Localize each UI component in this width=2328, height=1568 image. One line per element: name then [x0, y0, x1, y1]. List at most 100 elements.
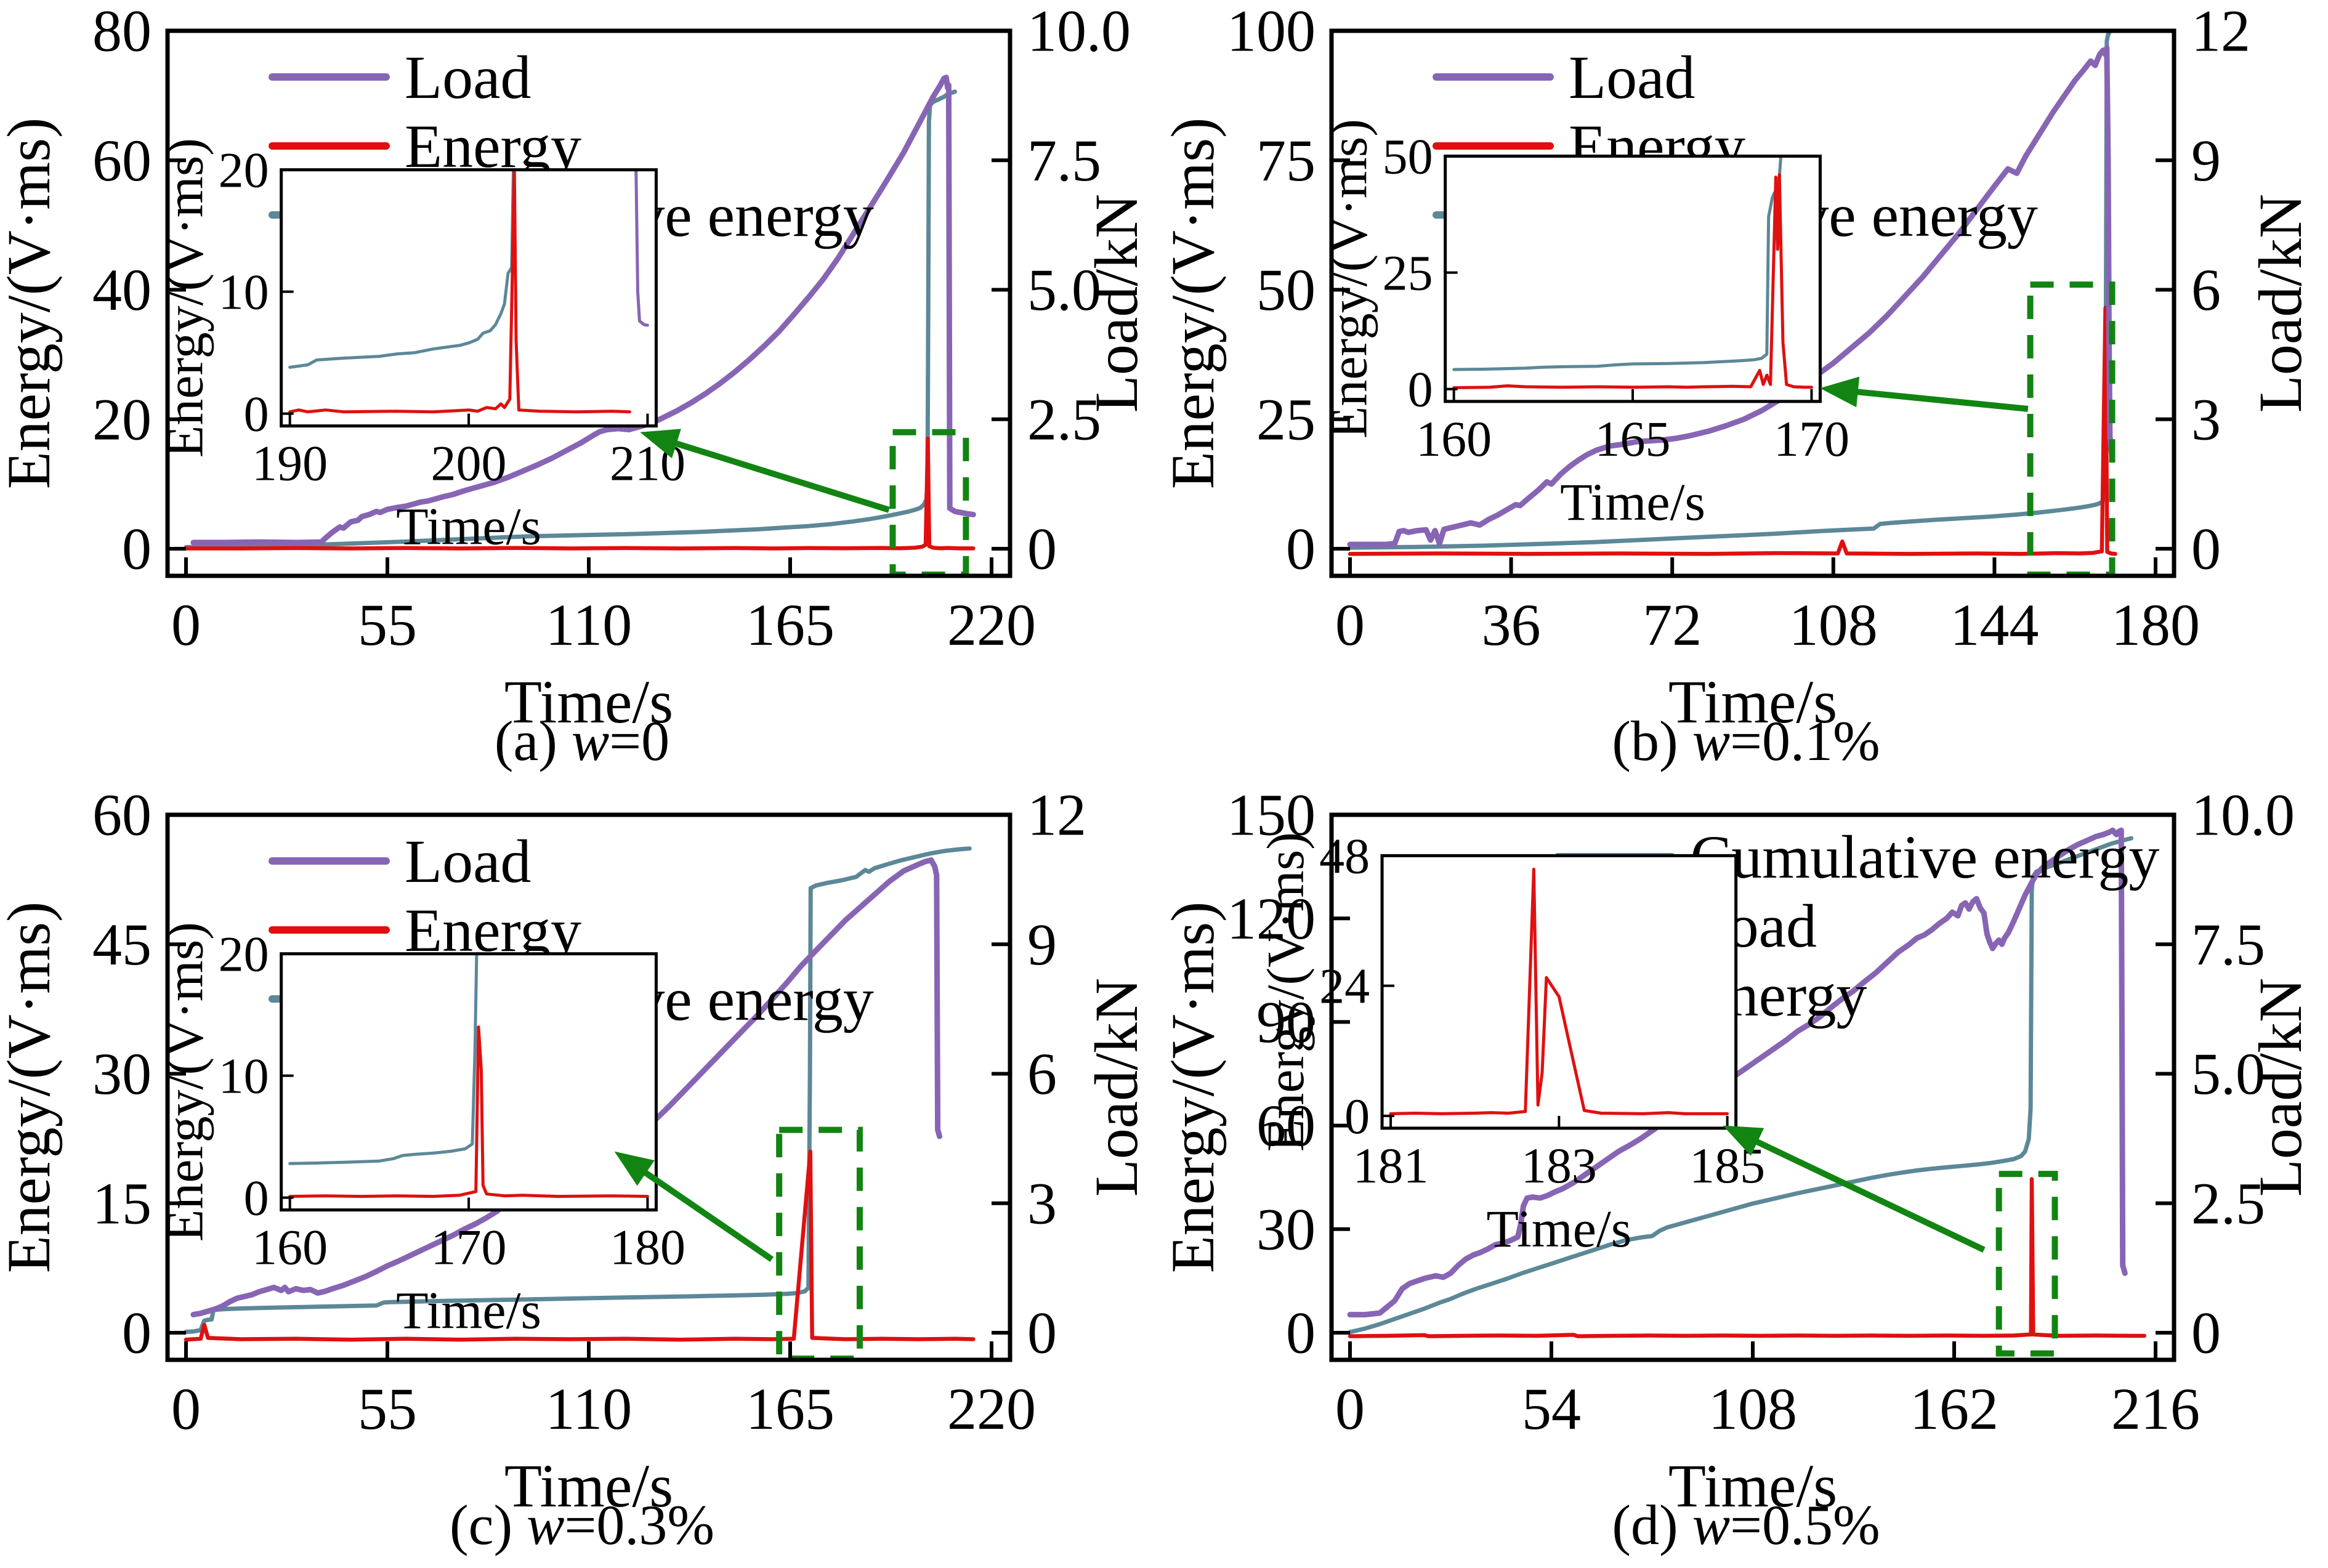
energy-line — [1348, 305, 2117, 556]
y-left-tick-label: 30 — [1256, 1196, 1316, 1262]
x-tick-label: 108 — [1789, 592, 1878, 658]
y-left-tick-label: 30 — [92, 1041, 152, 1107]
inset-y-tick-label: 20 — [219, 926, 269, 982]
x-tick-label: 36 — [1482, 592, 1541, 658]
x-tick-label: 162 — [1910, 1376, 1999, 1442]
chart-canvas-d: 0 54 108 162 216 0 30 60 90 120 150 0 2.5 5.0 7.5 10.0 T… — [1164, 784, 2314, 1556]
inset-y-tick-label: 0 — [1408, 362, 1433, 418]
y-axis-title-left: Energy/(V·ms) — [1164, 902, 1227, 1274]
y-right-tick-label: 12 — [1027, 784, 1086, 848]
inset-series-group — [288, 169, 649, 414]
annotation-arrow-line — [629, 1160, 774, 1262]
inset-cumulative-line — [288, 169, 515, 369]
inset-x-axis-title: Time/s — [1560, 472, 1705, 531]
y-right-tick-label: 9 — [1027, 911, 1057, 977]
y-axis-title-right: Load/kN — [2246, 194, 2314, 413]
cumulative-energy-line — [1348, 836, 2134, 1335]
subplot-caption: (b) w=0.1% — [1612, 709, 1880, 772]
y-left-tick-label: 80 — [92, 0, 152, 64]
legend-label-load: Load — [405, 827, 531, 895]
inset-x-axis-title: Time/s — [396, 497, 541, 556]
x-tick-label: 72 — [1643, 592, 1702, 658]
y-axis-title-left: Energy/(V·ms) — [0, 902, 63, 1274]
inset-y-tick-label: 50 — [1383, 128, 1433, 184]
x-tick-label: 0 — [171, 592, 201, 658]
inset-background — [1382, 855, 1736, 1128]
inset-x-tick-label: 200 — [431, 435, 507, 491]
axes-group: 0 55 110 165 220 0 15 30 45 60 0 3 6 9 12 — [92, 784, 1086, 1442]
inset-y-axis-title: Energy/(V·ms) — [1319, 119, 1378, 438]
inset-y-axis-title: Energy/(V·ms) — [155, 922, 214, 1242]
annotation-arrow-head — [1820, 376, 1860, 408]
annotation-arrow-line — [1740, 1131, 1986, 1253]
y-left-tick-label: 60 — [92, 784, 152, 848]
annotation-box — [776, 1126, 863, 1362]
y-axis-title-left: Energy/(V·ms) — [1164, 118, 1227, 490]
chart-canvas-a: 0 55 110 165 220 0 20 40 60 80 0 2.5 5.0 7.5 10.0 Time/… — [0, 0, 1150, 772]
inset-energy-line — [1452, 173, 1813, 389]
inset-y-axis-title: Energy/(V·ms) — [155, 138, 214, 458]
y-right-tick-label: 3 — [1027, 1170, 1057, 1236]
inset-x-tick-label: 180 — [610, 1219, 685, 1275]
y-right-tick-label: 2.5 — [2191, 1170, 2265, 1236]
y-right-tick-label: 10.0 — [1027, 0, 1131, 64]
x-tick-label: 216 — [2111, 1376, 2200, 1442]
x-tick-label: 0 — [1335, 1376, 1365, 1442]
plot-border — [1329, 28, 2176, 578]
y-left-tick-label: 0 — [122, 516, 152, 582]
cumulative-energy-line — [184, 846, 972, 1335]
subplot-caption: (a) w=0 — [495, 709, 669, 772]
inset-x-tick-label: 190 — [252, 435, 328, 491]
x-axis-title: Time/s — [504, 668, 673, 736]
x-axis-title: Time/s — [1668, 1452, 1837, 1520]
x-tick-label: 144 — [1950, 592, 2039, 658]
axes-group: 0 54 108 162 216 0 30 60 90 120 150 0 2.5 5.0 7.5 10.0 — [1227, 784, 2295, 1442]
y-right-tick-label: 5.0 — [1027, 257, 1101, 323]
y-right-tick-label: 0 — [2191, 1300, 2221, 1366]
x-tick-label: 220 — [947, 592, 1036, 658]
subplot-caption: (d) w=0.5% — [1612, 1493, 1880, 1556]
annotation-arrow-line — [1840, 387, 2029, 412]
subplot-a: 0 55 110 165 220 0 20 40 60 80 0 2.5 5.0 7.5 10.0 Time/… — [0, 0, 1164, 784]
x-tick-label: 165 — [746, 592, 835, 658]
inset-energy-line — [1389, 867, 1729, 1115]
x-tick-label: 54 — [1522, 1376, 1581, 1442]
y-axis-title-right: Load/kN — [2246, 978, 2314, 1197]
subplot-caption: (c) w=0.3% — [450, 1493, 714, 1556]
annotation-box — [2027, 281, 2116, 578]
y-left-tick-label: 100 — [1227, 0, 1316, 64]
chart-canvas-c: 0 55 110 165 220 0 15 30 45 60 0 3 6 9 12 Time/s Energy/… — [0, 784, 1150, 1556]
y-right-tick-label: 12 — [2191, 0, 2250, 64]
inset-y-tick-label: 0 — [244, 386, 269, 442]
y-axis-title-right: Load/kN — [1082, 194, 1150, 413]
annotation-arrow-head — [640, 429, 681, 459]
legend-label-load: Load — [405, 43, 531, 111]
annotation-box — [1995, 1171, 2058, 1357]
y-left-tick-label: 0 — [122, 1300, 152, 1366]
chart-canvas-b: 0 36 72 108 144 1800255075100036912Time/sEner… — [1164, 0, 2314, 772]
y-right-tick-label: 0 — [2191, 516, 2221, 582]
y-right-tick-label: 2.5 — [1027, 386, 1101, 452]
x-tick-label: 165 — [746, 1376, 835, 1442]
inset-cumulative-line — [288, 953, 479, 1165]
y-left-tick-label: 40 — [92, 257, 152, 323]
inset-x-tick-label: 165 — [1595, 411, 1671, 467]
legend-label-load: Load — [1569, 43, 1695, 111]
inset-series-group — [1389, 867, 1729, 1115]
y-right-tick-label: 7.5 — [1027, 127, 1101, 193]
y-right-tick-label: 6 — [1027, 1041, 1057, 1107]
main-series-group — [1347, 31, 2117, 556]
y-right-tick-label: 0 — [1027, 516, 1057, 582]
y-left-tick-label: 60 — [1256, 1093, 1316, 1158]
inset-y-tick-label: 10 — [219, 1048, 269, 1104]
x-tick-label: 108 — [1708, 1376, 1797, 1442]
legend-label-cumulative: Cumulative energy — [1691, 823, 2160, 891]
y-right-tick-label: 0 — [1027, 1300, 1057, 1366]
y-left-tick-label: 90 — [1256, 989, 1316, 1055]
x-tick-label: 55 — [358, 592, 417, 658]
inset-background — [281, 169, 657, 426]
load-line — [190, 75, 976, 546]
y-right-tick-label: 3 — [2191, 386, 2221, 452]
